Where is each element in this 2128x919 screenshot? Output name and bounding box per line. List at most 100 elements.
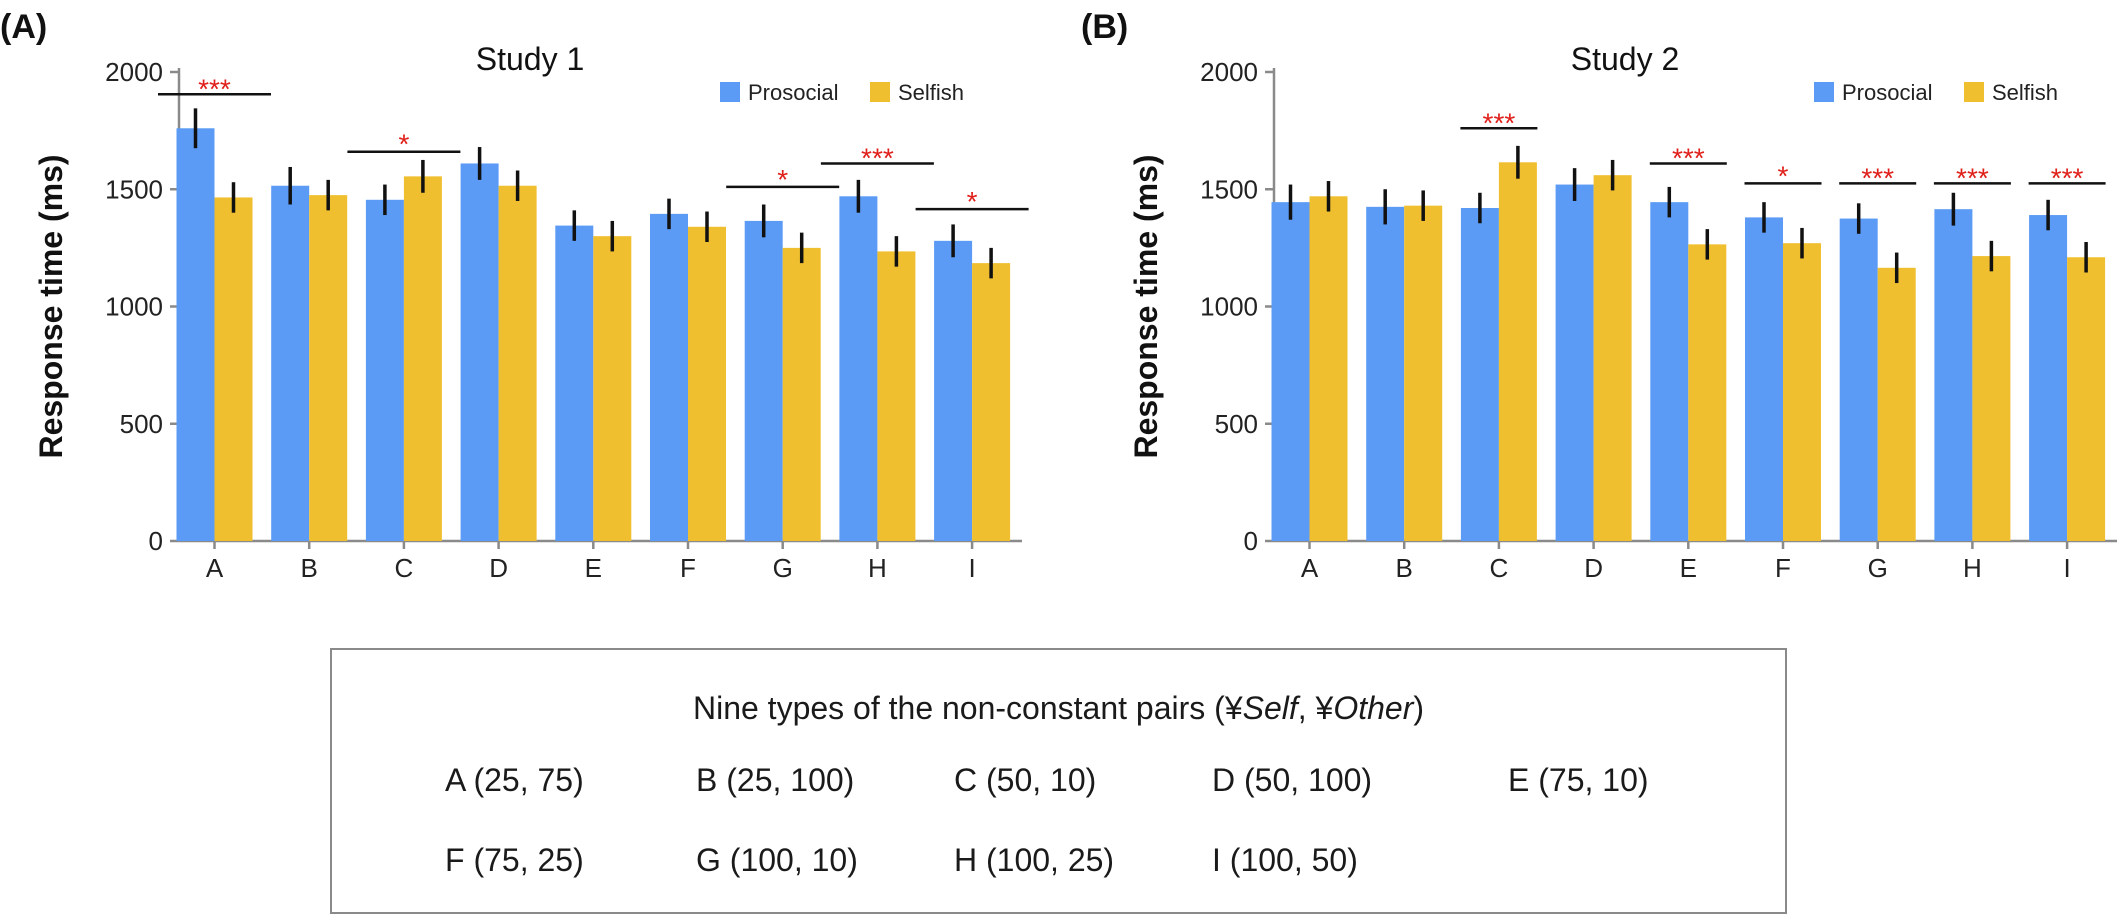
x-tick-label: I — [2063, 553, 2070, 583]
bar-prosocial — [1271, 202, 1310, 541]
y-tick-label: 0 — [149, 526, 163, 556]
pair-types-title-mid: , ¥ — [1297, 690, 1334, 726]
bar-selfish — [1877, 267, 1916, 541]
panel-label: (A) — [0, 8, 47, 46]
panel-label: (B) — [1081, 8, 1128, 46]
legend-label-selfish: Selfish — [1992, 80, 2058, 105]
bar-prosocial — [1650, 202, 1689, 541]
bar-selfish — [1972, 256, 2011, 541]
x-tick-label: H — [868, 553, 887, 583]
y-axis-label: Response time (ms) — [33, 154, 69, 458]
bar-selfish — [593, 236, 632, 541]
bar-prosocial — [1934, 209, 1973, 541]
bar-prosocial — [176, 128, 215, 541]
significance-marker: *** — [1956, 162, 1989, 193]
bar-prosocial — [555, 225, 594, 541]
pair-type-item: D (50, 100) — [1212, 762, 1373, 798]
chart-title: Study 1 — [476, 41, 585, 77]
significance-marker: *** — [1861, 162, 1894, 193]
charts-canvas: (A) Study 1 Response time (ms) 0 500 1000 1500… — [0, 8, 2117, 583]
bar-selfish — [972, 263, 1011, 541]
x-tick-label: E — [1680, 553, 1697, 583]
y-tick-label: 0 — [1244, 526, 1258, 556]
pair-type-item: B (25, 100) — [696, 762, 855, 798]
x-tick-label: B — [301, 553, 318, 583]
legend-label-selfish: Selfish — [898, 80, 964, 105]
bar-prosocial — [650, 213, 688, 541]
pair-type-item: G (100, 10) — [696, 842, 858, 878]
y-tick-label: 500 — [120, 409, 163, 439]
bar-selfish — [1404, 205, 1443, 542]
bar-prosocial — [2029, 215, 2068, 542]
significance-marker: *** — [1672, 142, 1705, 173]
legend-swatch-selfish — [1964, 82, 1984, 102]
bar-selfish — [214, 197, 253, 541]
bar-selfish — [1593, 175, 1632, 541]
x-tick-label: E — [585, 553, 602, 583]
y-tick-label: 2000 — [105, 57, 163, 87]
chart-title: Study 2 — [1571, 41, 1680, 77]
significance-marker: * — [777, 164, 788, 195]
pair-types-legend-box: Nine types of the non-constant pairs (¥S… — [330, 648, 1787, 914]
significance-marker: * — [398, 129, 409, 160]
x-tick-label: B — [1396, 553, 1413, 583]
significance-marker: *** — [2051, 162, 2084, 193]
pair-types-title-prefix: Nine types of the non-constant pairs (¥ — [692, 690, 1243, 726]
bar-prosocial — [1745, 217, 1783, 541]
x-tick-label: D — [489, 553, 508, 583]
legend-swatch-selfish — [870, 82, 890, 102]
pair-type-item: E (75, 10) — [1508, 762, 1649, 798]
y-axis-label: Response time (ms) — [1128, 154, 1164, 458]
bar-selfish — [1498, 162, 1537, 541]
bar-prosocial — [1555, 184, 1594, 541]
pair-types-title-self: Self — [1242, 690, 1298, 726]
bar-prosocial — [839, 196, 878, 541]
x-tick-label: C — [1490, 553, 1509, 583]
bar-prosocial — [1366, 206, 1405, 541]
bar-prosocial — [1460, 208, 1499, 541]
pair-type-item: H (100, 25) — [954, 842, 1115, 878]
bar-prosocial — [934, 240, 973, 541]
x-tick-label: G — [773, 553, 793, 583]
pair-types-title-suffix: ) — [1413, 690, 1425, 726]
bar-selfish — [688, 226, 726, 541]
x-tick-label: F — [1775, 553, 1791, 583]
significance-marker: *** — [1483, 107, 1516, 138]
significance-marker: * — [1778, 160, 1789, 191]
y-tick-label: 1000 — [105, 292, 163, 322]
legend-label-prosocial: Prosocial — [748, 80, 838, 105]
bar-selfish — [403, 176, 442, 542]
x-tick-label: H — [1963, 553, 1982, 583]
significance-marker: * — [967, 186, 978, 217]
legend-swatch-prosocial — [1814, 82, 1834, 102]
legend-label-prosocial: Prosocial — [1842, 80, 1932, 105]
bar-prosocial — [744, 220, 783, 541]
x-tick-label: A — [206, 553, 224, 583]
bar-selfish — [1688, 244, 1727, 542]
pair-types-title: Nine types of the non-constant pairs (¥S… — [332, 690, 1785, 727]
x-tick-label: A — [1301, 553, 1319, 583]
pair-type-item: A (25, 75) — [445, 762, 584, 798]
y-tick-label: 1500 — [105, 174, 163, 204]
bar-selfish — [2067, 257, 2106, 541]
y-tick-label: 500 — [1215, 409, 1258, 439]
x-tick-label: G — [1868, 553, 1888, 583]
bar-selfish — [782, 247, 821, 541]
x-tick-label: D — [1584, 553, 1603, 583]
pair-type-item: I (100, 50) — [1212, 842, 1358, 878]
bar-selfish — [1783, 243, 1821, 541]
y-tick-label: 1500 — [1200, 174, 1258, 204]
pair-type-item: C (50, 10) — [954, 762, 1097, 798]
x-tick-label: I — [968, 553, 975, 583]
significance-marker: *** — [198, 73, 231, 104]
bar-selfish — [1309, 196, 1348, 541]
bar-selfish — [309, 195, 348, 542]
x-tick-label: F — [680, 553, 696, 583]
y-tick-label: 1000 — [1200, 292, 1258, 322]
significance-marker: *** — [861, 142, 894, 173]
bar-prosocial — [271, 185, 310, 542]
bar-prosocial — [365, 199, 404, 542]
bar-selfish — [877, 251, 916, 541]
y-tick-label: 2000 — [1200, 57, 1258, 87]
bar-prosocial — [1839, 218, 1878, 541]
